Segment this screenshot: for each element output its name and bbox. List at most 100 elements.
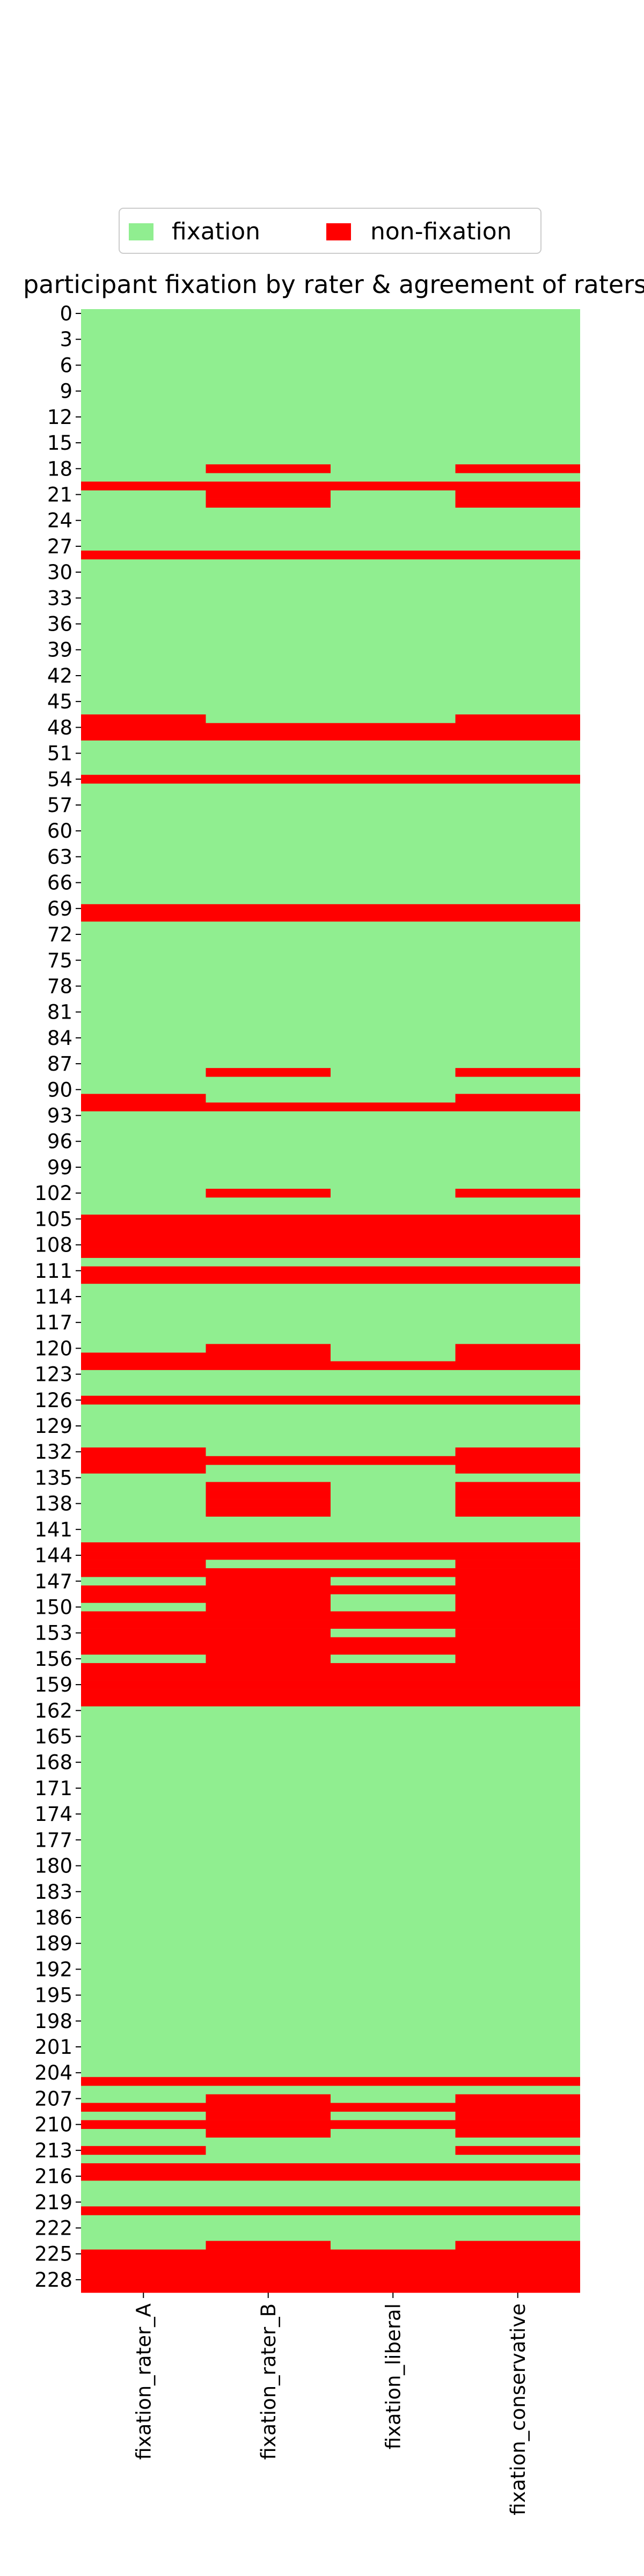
y-tick-label: 54 (47, 768, 72, 791)
heatmap-cell (455, 1249, 580, 1258)
heatmap-cell (206, 1628, 331, 1638)
heatmap-cell (206, 2128, 331, 2138)
heatmap-cell (455, 2275, 580, 2285)
heatmap-cell (455, 774, 580, 784)
heatmap-cell (81, 1611, 206, 1620)
heatmap-cell (206, 1223, 331, 1232)
heatmap-cell (206, 1275, 331, 1284)
heatmap-cell (331, 1102, 456, 1111)
heatmap-cell (455, 1689, 580, 1698)
heatmap-cell (206, 2249, 331, 2259)
heatmap-cell (81, 723, 206, 732)
heatmap-cell (455, 1697, 580, 1707)
heatmap-cell (455, 2120, 580, 2129)
heatmap-cell (206, 481, 331, 491)
heatmap-cell (206, 1266, 331, 1276)
column-background-fixation_conservative (455, 309, 580, 2293)
heatmap-cell (331, 1240, 456, 1249)
y-tick-label: 222 (34, 2216, 72, 2240)
heatmap-cell (81, 1352, 206, 1362)
y-tick-label: 72 (47, 923, 72, 946)
heatmap-cell (206, 1585, 331, 1594)
x-tick-label: fixation_conservative (507, 2303, 530, 2515)
heatmap-cell (455, 1542, 580, 1552)
heatmap-cell (331, 1249, 456, 1258)
y-tick-label: 9 (60, 380, 72, 403)
heatmap-cell (206, 1577, 331, 1586)
heatmap-cell (81, 1560, 206, 1569)
heatmap-cell (331, 912, 456, 922)
heatmap-cell (331, 1645, 456, 1655)
heatmap-cell (455, 1585, 580, 1594)
heatmap-cell (81, 2284, 206, 2293)
y-tick-label: 0 (60, 302, 72, 325)
heatmap-cell (81, 1671, 206, 1681)
heatmap-cell (455, 464, 580, 473)
heatmap-cell (206, 1240, 331, 1249)
heatmap-cell (206, 1214, 331, 1224)
heatmap-cell (455, 1395, 580, 1405)
heatmap-cell (206, 1490, 331, 1499)
heatmap-cell (206, 1542, 331, 1552)
heatmap-cell (331, 1223, 456, 1232)
heatmap-cell (331, 1637, 456, 1646)
heatmap-cell (81, 1585, 206, 1594)
heatmap-cell (206, 1671, 331, 1681)
y-tick-label: 102 (34, 1182, 72, 1205)
heatmap-cell (331, 1697, 456, 1707)
heatmap-cell (81, 2103, 206, 2112)
heatmap-cell (81, 2077, 206, 2086)
heatmap-cell (331, 1214, 456, 1224)
y-tick-label: 165 (34, 1725, 72, 1748)
heatmap-cell (81, 912, 206, 922)
heatmap-cell (455, 1266, 580, 1276)
heatmap-cell (206, 1361, 331, 1370)
heatmap-cell (455, 1663, 580, 1672)
heatmap-cell (331, 2258, 456, 2267)
heatmap-cell (206, 2103, 331, 2112)
heatmap-cell (331, 1266, 456, 1276)
x-tick-label: fixation_rater_A (132, 2303, 155, 2460)
y-tick-label: 60 (47, 819, 72, 843)
y-tick-label: 111 (34, 1260, 72, 1283)
heatmap-cell (206, 2172, 331, 2181)
y-tick-label: 141 (34, 1518, 72, 1541)
heatmap-cell (81, 1645, 206, 1655)
y-tick-label: 213 (34, 2139, 72, 2162)
heatmap-cell (455, 499, 580, 508)
heatmap-cell (331, 1611, 456, 1620)
y-tick-label: 24 (47, 509, 72, 532)
heatmap-cell (331, 2284, 456, 2293)
legend-swatch-non-fixation (326, 223, 351, 240)
heatmap-cell (455, 1094, 580, 1103)
heatmap-cell (81, 1223, 206, 1232)
heatmap-cell (81, 1214, 206, 1224)
heatmap-cell (206, 1697, 331, 1707)
y-tick-label: 195 (34, 1984, 72, 2007)
y-tick-label: 117 (34, 1311, 72, 1334)
heatmap-cell (331, 1456, 456, 1465)
heatmap-cell (455, 1456, 580, 1465)
heatmap-cell (455, 1680, 580, 1689)
legend-swatch-fixation (129, 223, 153, 240)
heatmap-cell (206, 1102, 331, 1111)
heatmap-cell (81, 1689, 206, 1698)
heatmap-cell (331, 774, 456, 784)
x-tick-label: fixation_rater_B (257, 2303, 280, 2460)
y-tick-label: 81 (47, 1001, 72, 1024)
y-tick-label: 108 (34, 1234, 72, 1257)
heatmap-cell (206, 1568, 331, 1577)
heatmap-cell (331, 1680, 456, 1689)
heatmap-cell (81, 1594, 206, 1603)
y-tick-label: 126 (34, 1389, 72, 1412)
x-axis: fixation_rater_A fixation_rater_B fixation… (132, 2293, 530, 2515)
y-tick-label: 99 (47, 1156, 72, 1179)
x-tick-label: fixation_liberal (382, 2303, 405, 2449)
y-tick-label: 6 (60, 354, 72, 377)
chart-title: participant fixation by rater & agreemen… (23, 270, 644, 299)
y-tick-label: 180 (34, 1855, 72, 1878)
heatmap-cell (455, 2111, 580, 2120)
heatmap-cell (81, 1465, 206, 1474)
heatmap-cell (81, 1620, 206, 1629)
heatmap-cell (455, 2094, 580, 2103)
